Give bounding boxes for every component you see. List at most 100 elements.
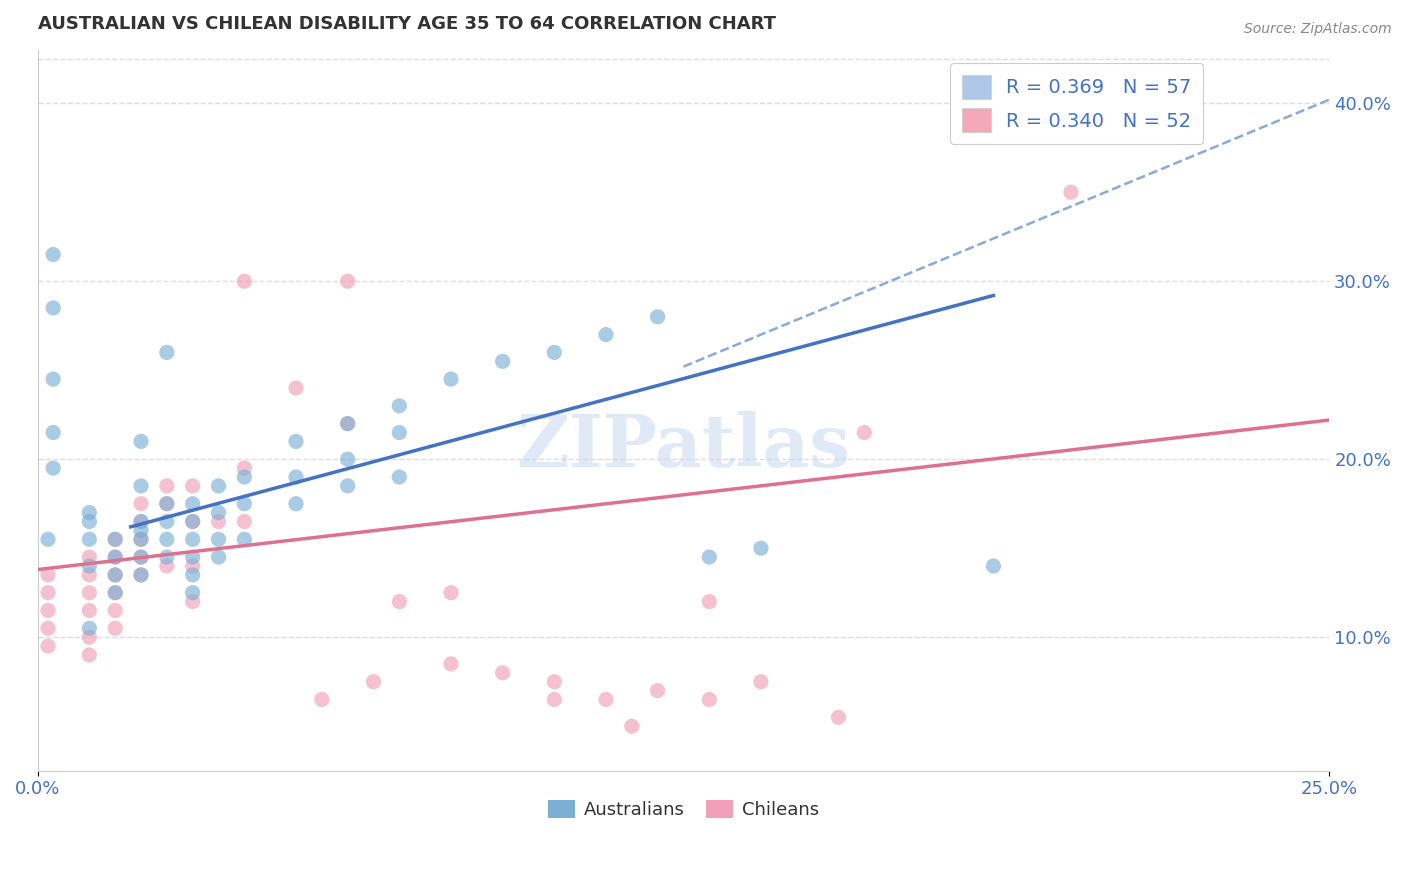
Point (620, 719, 643, 733)
Point (129, 497, 152, 511)
Point (440, 657, 463, 671)
Point (595, 327, 617, 342)
Point (104, 621, 127, 635)
Point (129, 550, 152, 565)
Point (37, 568, 59, 582)
Point (37, 621, 59, 635)
Point (79, 550, 101, 565)
Point (543, 345, 565, 359)
Point (543, 674, 565, 689)
Point (853, 425, 876, 440)
Point (1060, 185, 1083, 199)
Point (129, 515, 152, 529)
Point (104, 550, 127, 565)
Point (388, 470, 411, 484)
Point (285, 470, 308, 484)
Point (181, 550, 204, 565)
Text: AUSTRALIAN VS CHILEAN DISABILITY AGE 35 TO 64 CORRELATION CHART: AUSTRALIAN VS CHILEAN DISABILITY AGE 35 … (38, 15, 776, 33)
Point (363, 674, 385, 689)
Point (285, 434, 308, 449)
Point (79, 648, 101, 662)
Point (79, 585, 101, 599)
Legend: Australians, Chileans: Australians, Chileans (540, 793, 827, 827)
Point (104, 533, 127, 547)
Point (156, 559, 179, 574)
Point (647, 310, 669, 324)
Point (492, 665, 515, 680)
Point (207, 479, 229, 493)
Point (42, 301, 65, 315)
Point (104, 585, 127, 599)
Point (181, 585, 204, 599)
Point (104, 568, 127, 582)
Point (129, 568, 152, 582)
Text: Source: ZipAtlas.com: Source: ZipAtlas.com (1244, 22, 1392, 37)
Point (129, 533, 152, 547)
Point (37, 585, 59, 599)
Point (42, 247, 65, 261)
Point (129, 515, 152, 529)
Point (697, 550, 720, 565)
Point (129, 550, 152, 565)
Point (233, 274, 256, 288)
Point (79, 603, 101, 617)
Point (181, 594, 204, 608)
Point (79, 568, 101, 582)
Point (336, 479, 359, 493)
Point (440, 585, 463, 599)
Point (156, 345, 179, 359)
Point (233, 461, 256, 475)
Point (749, 674, 772, 689)
Point (336, 452, 359, 467)
Point (42, 425, 65, 440)
Point (749, 541, 772, 556)
Point (129, 524, 152, 538)
Point (79, 621, 101, 635)
Point (440, 372, 463, 386)
Point (647, 683, 669, 698)
Point (37, 533, 59, 547)
Point (79, 515, 101, 529)
Point (233, 497, 256, 511)
Point (543, 692, 565, 706)
Point (388, 425, 411, 440)
Point (37, 639, 59, 653)
Point (156, 550, 179, 565)
Point (336, 417, 359, 431)
Point (697, 594, 720, 608)
Point (336, 417, 359, 431)
Point (104, 603, 127, 617)
Point (104, 568, 127, 582)
Point (181, 515, 204, 529)
Point (983, 559, 1005, 574)
Point (156, 497, 179, 511)
Point (79, 630, 101, 644)
Point (181, 479, 204, 493)
Point (207, 550, 229, 565)
Point (233, 470, 256, 484)
Point (233, 533, 256, 547)
Point (156, 479, 179, 493)
Point (595, 692, 617, 706)
Text: ZIPatlas: ZIPatlas (516, 411, 851, 482)
Point (129, 434, 152, 449)
Point (129, 568, 152, 582)
Point (42, 461, 65, 475)
Point (827, 710, 849, 724)
Point (492, 354, 515, 368)
Point (285, 381, 308, 395)
Point (104, 585, 127, 599)
Point (104, 550, 127, 565)
Point (79, 559, 101, 574)
Point (42, 372, 65, 386)
Point (388, 399, 411, 413)
Point (181, 497, 204, 511)
Point (104, 533, 127, 547)
Point (207, 533, 229, 547)
Point (79, 506, 101, 520)
Point (285, 497, 308, 511)
Point (181, 515, 204, 529)
Point (233, 515, 256, 529)
Point (697, 692, 720, 706)
Point (207, 506, 229, 520)
